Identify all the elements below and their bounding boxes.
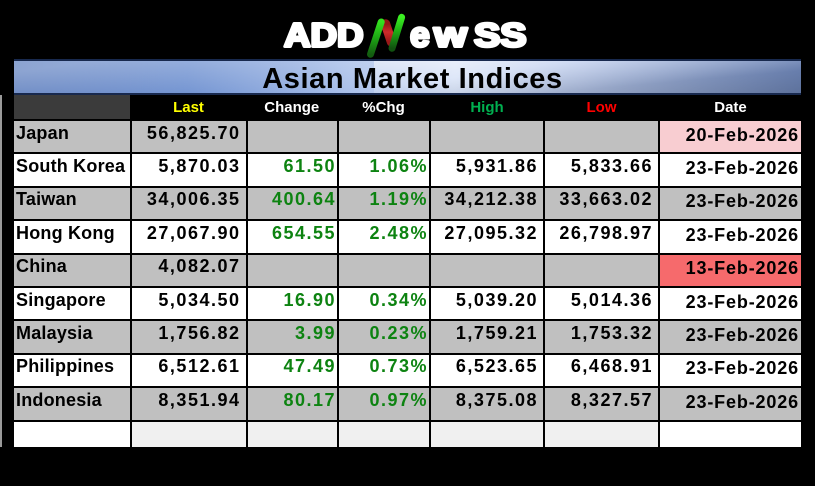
svg-text:SS: SS [474, 17, 527, 54]
svg-text:ADD: ADD [284, 17, 364, 54]
svg-text:w: w [433, 15, 468, 55]
svg-text:e: e [410, 15, 430, 55]
